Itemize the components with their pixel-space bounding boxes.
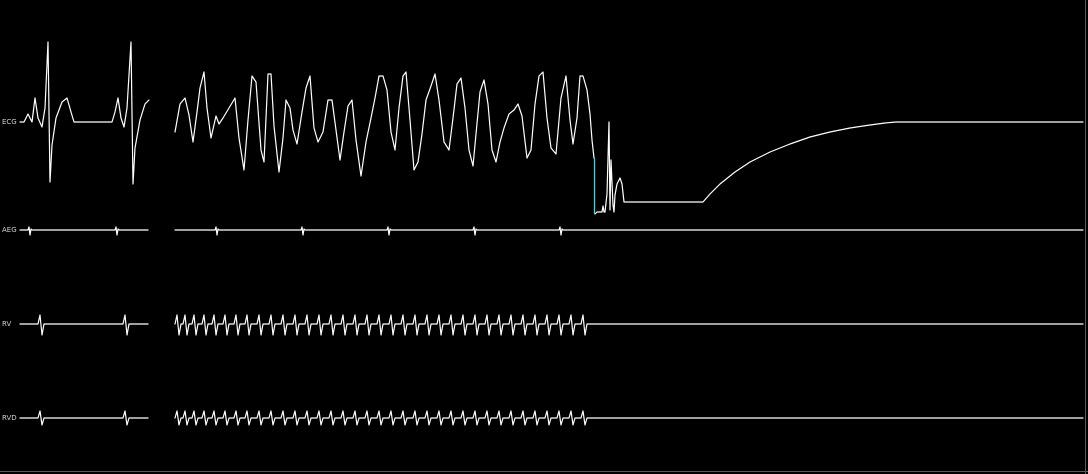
ecg-channel-label: ECG bbox=[2, 118, 17, 126]
aeg-channel-label: AEG bbox=[2, 226, 17, 234]
aeg-waveform bbox=[19, 226, 1084, 236]
ecg-waveform bbox=[19, 41, 1084, 215]
rvd-channel-label: RVD bbox=[2, 414, 17, 422]
rv-waveform bbox=[19, 314, 1084, 336]
rvd-waveform bbox=[19, 410, 1084, 426]
rv-channel-label: RV bbox=[2, 320, 11, 328]
